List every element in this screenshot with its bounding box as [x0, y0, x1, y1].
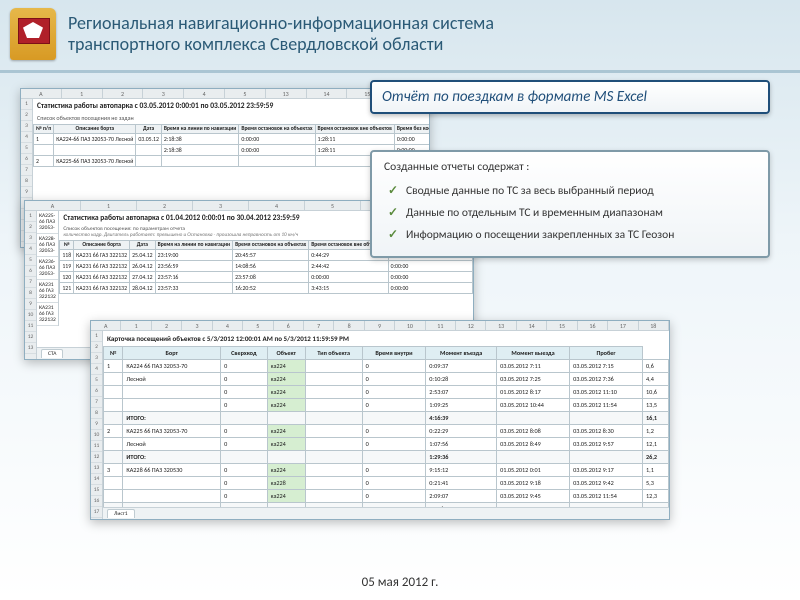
infobox-item: Данные по отдельным ТС и временным диапа…	[384, 202, 756, 224]
report-title: Карточка посещений объектов с 5/3/2012 1…	[103, 331, 669, 346]
col-headers: A123456789101112131415161718	[91, 321, 669, 331]
list-item: КА231 66 ГАЗ 322132	[37, 303, 58, 326]
report-note: Список объектов посещения не задан	[33, 114, 429, 124]
visits-table[interactable]: №БортСверхкодОбъектТип объектаВремя внут…	[103, 346, 669, 507]
report-contents-callout: Созданные отчеты содержат : Сводные данн…	[370, 150, 770, 258]
col-headers: A1234513141529	[21, 89, 429, 99]
sheet-tab[interactable]: СТА	[41, 349, 63, 358]
list-item: КА231 66 ГАЗ 322132	[37, 280, 58, 303]
sheet-tab[interactable]: Лист1	[107, 509, 135, 518]
list-item: КА236-66 ПАЗ 32053-	[37, 257, 58, 280]
region-emblem-icon	[10, 8, 56, 60]
row-numbers: 12345678910111213	[25, 211, 37, 359]
sheet-tabbar[interactable]: Лист1	[103, 507, 669, 519]
footer-date: 05 мая 2012 г.	[0, 575, 800, 590]
list-item: КА225-66 ПАЗ 32053-	[37, 211, 58, 234]
infobox-item: Сводные данные по ТС за весь выбранный п…	[384, 180, 756, 202]
page-title: Региональная навигационно-информационная…	[68, 13, 494, 55]
infobox-item: Информацию о посещении закрепленных за Т…	[384, 224, 756, 246]
page-header: Региональная навигационно-информационная…	[0, 0, 800, 73]
list-item: КА228-66 ПАЗ 32053-	[37, 234, 58, 257]
row-numbers: 1234567891011121314151617	[91, 331, 103, 519]
infobox-list: Сводные данные по ТС за весь выбранный п…	[384, 180, 756, 246]
infobox-lead: Созданные отчеты содержат :	[384, 160, 756, 174]
excel-window-visits[interactable]: A123456789101112131415161718 12345678910…	[90, 320, 670, 520]
report-format-callout: Отчёт по поездкам в формате MS Excel	[370, 80, 770, 114]
